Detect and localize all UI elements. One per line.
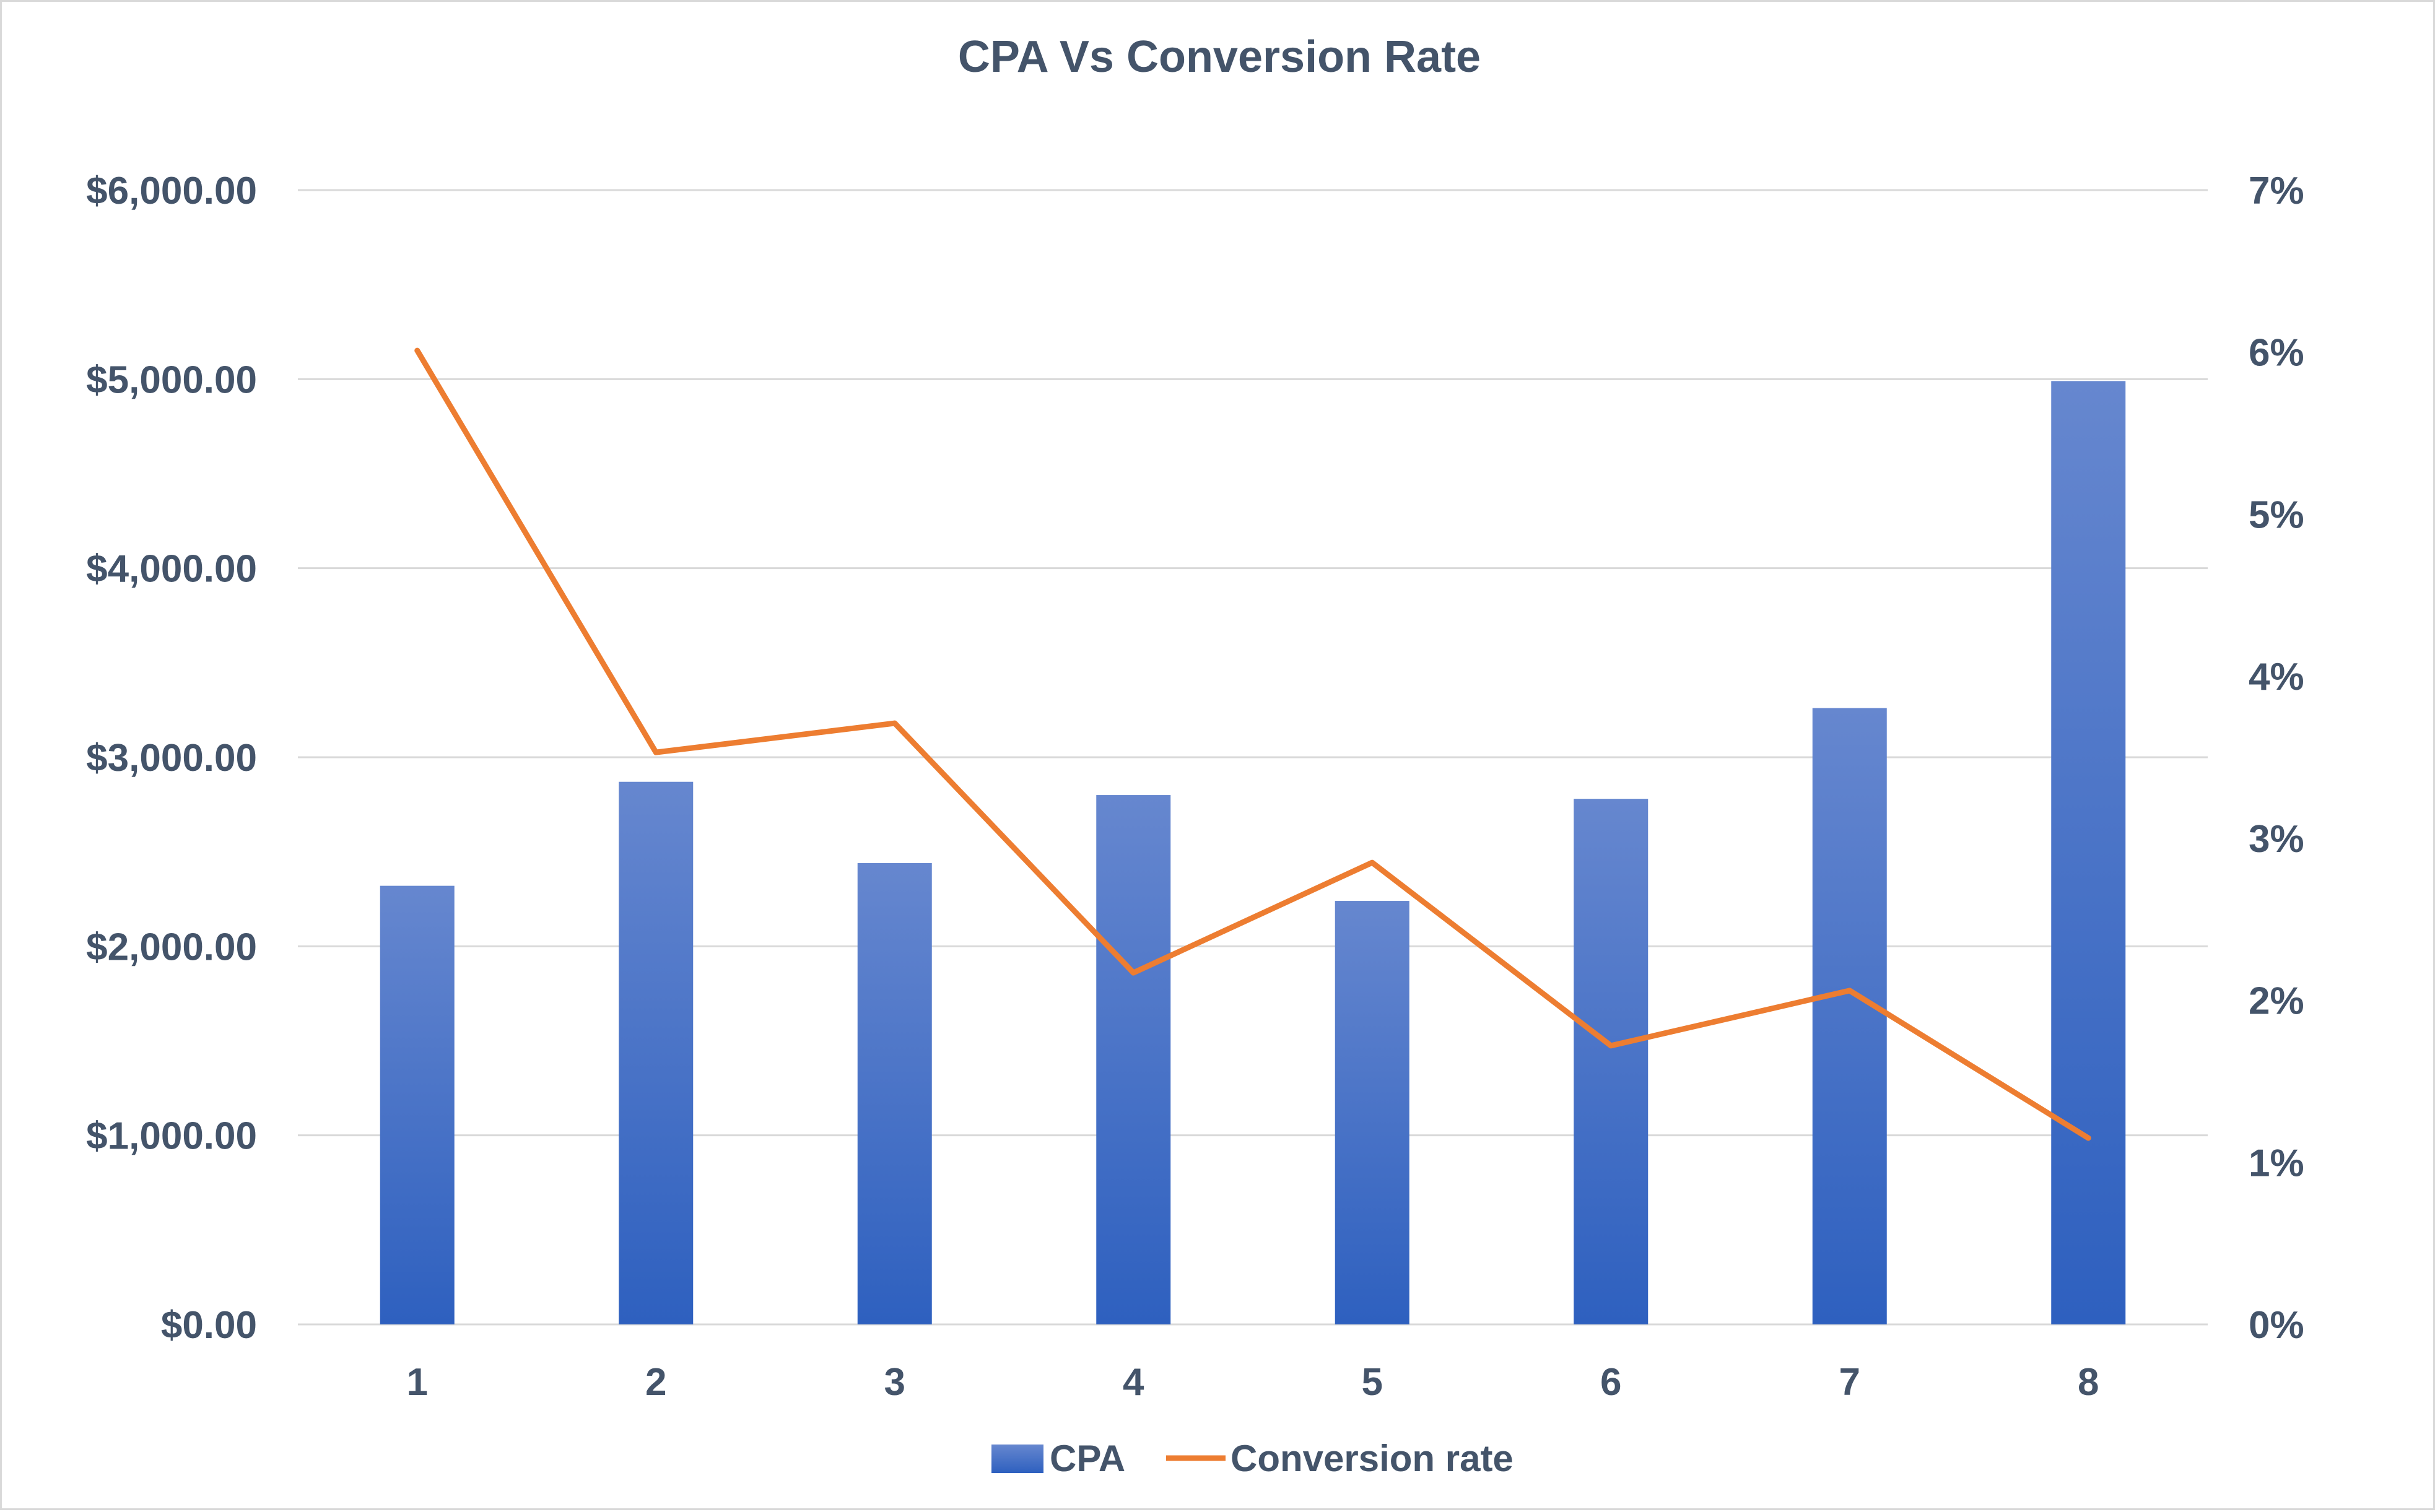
left-tick-label: $1,000.00 bbox=[86, 1115, 257, 1158]
x-tick-label: 3 bbox=[884, 1361, 905, 1404]
legend: CPA Conversion rate bbox=[991, 1438, 1514, 1479]
left-axis: $0.00 $1,000.00 $2,000.00 $3,000.00 $4,000.0… bbox=[86, 170, 257, 1347]
left-tick-label: $2,000.00 bbox=[86, 926, 257, 968]
x-axis: 1 2 3 4 5 6 7 8 bbox=[407, 1361, 2099, 1404]
legend-label-cpa: CPA bbox=[1050, 1438, 1125, 1479]
x-tick-label: 1 bbox=[407, 1361, 428, 1404]
left-tick-label: $5,000.00 bbox=[86, 358, 257, 401]
conversion-rate-point-3 bbox=[894, 723, 895, 724]
conversion-rate-point-7 bbox=[1849, 989, 1850, 991]
right-tick-label: 2% bbox=[2249, 980, 2304, 1023]
right-tick-label: 7% bbox=[2249, 170, 2304, 212]
right-tick-label: 0% bbox=[2249, 1304, 2304, 1347]
gridlines bbox=[298, 189, 2208, 1326]
conversion-rate-point-1 bbox=[416, 350, 418, 352]
chart-title: CPA Vs Conversion Rate bbox=[958, 32, 1481, 82]
right-axis: 0% 1% 2% 3% 4% 5% 6% 7% bbox=[2249, 170, 2304, 1347]
conversion-rate-point-2 bbox=[655, 752, 657, 754]
conversion-rate-line-layer bbox=[414, 347, 2091, 1141]
conversion-rate-line bbox=[414, 347, 2091, 1141]
left-tick-label: $3,000.00 bbox=[86, 737, 257, 780]
conversion-rate-point-4 bbox=[1133, 972, 1135, 974]
left-tick-label: $4,000.00 bbox=[86, 548, 257, 591]
x-tick-label: 2 bbox=[645, 1361, 666, 1404]
conversion-rate-point-6 bbox=[1610, 1045, 1612, 1046]
bar-cpa-5 bbox=[1335, 901, 1409, 1324]
conversion-rate-point-5 bbox=[1371, 862, 1373, 864]
right-tick-label: 3% bbox=[2249, 818, 2304, 861]
x-tick-label: 7 bbox=[1839, 1361, 1860, 1404]
right-tick-label: 4% bbox=[2249, 656, 2304, 698]
bar-cpa-7 bbox=[1812, 708, 1887, 1324]
left-tick-label: $0.00 bbox=[161, 1304, 257, 1347]
x-tick-label: 6 bbox=[1600, 1361, 1621, 1404]
legend-label-conversion-rate: Conversion rate bbox=[1231, 1438, 1514, 1479]
x-tick-label: 8 bbox=[2078, 1361, 2099, 1404]
left-tick-label: $6,000.00 bbox=[86, 170, 257, 212]
cpa-bars bbox=[380, 381, 2126, 1324]
conversion-rate-point-8 bbox=[2088, 1137, 2089, 1139]
legend-swatch-cpa bbox=[991, 1445, 1043, 1473]
bar-cpa-8 bbox=[2051, 381, 2126, 1324]
x-tick-label: 4 bbox=[1123, 1361, 1144, 1404]
right-tick-label: 1% bbox=[2249, 1142, 2304, 1184]
right-tick-label: 5% bbox=[2249, 493, 2304, 536]
bar-cpa-3 bbox=[857, 862, 932, 1324]
bar-cpa-6 bbox=[1574, 799, 1649, 1324]
right-tick-label: 6% bbox=[2249, 332, 2304, 375]
bar-cpa-2 bbox=[619, 781, 694, 1324]
bar-cpa-1 bbox=[380, 885, 455, 1324]
x-tick-label: 5 bbox=[1362, 1361, 1383, 1404]
bar-cpa-4 bbox=[1096, 795, 1171, 1324]
